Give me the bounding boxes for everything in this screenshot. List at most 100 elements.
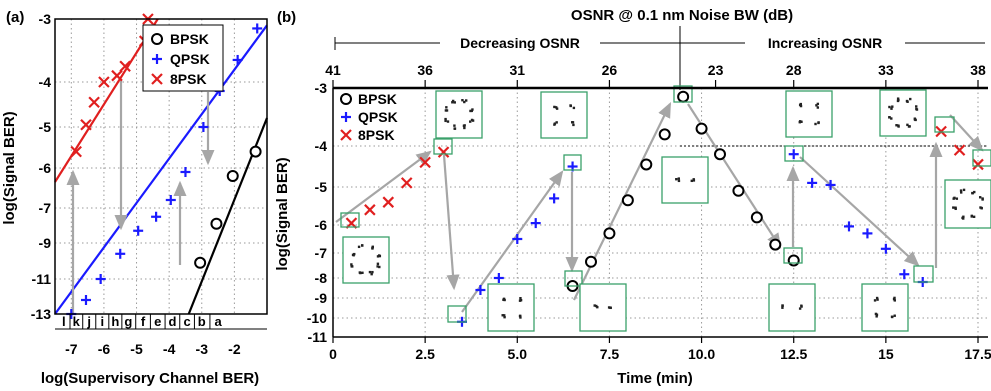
letter-label-i: i [100, 314, 104, 329]
panel-b-label: (b) [277, 9, 296, 26]
b-point-qpsk-9 [825, 179, 836, 190]
b-y-tick--9: -9 [315, 290, 328, 306]
b-x-tick-7: 17.5 [964, 346, 991, 362]
a-x-tick--5: -5 [130, 341, 143, 357]
b-point-bpsk-1 [585, 255, 597, 268]
a-y-tick--5: -5 [39, 119, 52, 135]
b-point-8psk-3 [400, 177, 413, 189]
letter-label-b: b [198, 314, 206, 329]
b-x-tick-3: 7.5 [600, 346, 620, 362]
highlight-box-0 [340, 212, 360, 228]
a-y-tick--3: -3 [39, 11, 52, 27]
b-point-bpsk-10 [750, 211, 763, 224]
b-legend-marker-bpsk [340, 93, 352, 105]
letter-label-a: a [214, 314, 222, 329]
constellation-inset-3 [540, 91, 588, 139]
panel-a-x-axis-label: log(Supervisory Channel BER) [41, 370, 259, 387]
b-top-tick-6: 33 [878, 62, 894, 78]
a-y-tick--9: -9 [39, 235, 52, 251]
b-point-qpsk-12 [880, 243, 891, 254]
a-legend-marker-bpsk [151, 33, 163, 45]
a-point-qpsk-11 [252, 23, 263, 34]
panel-a-plot-frame [54, 18, 268, 315]
a-point-qpsk-5 [151, 211, 162, 222]
b-point-8psk-4 [419, 156, 431, 169]
letter-label-l: l [62, 314, 66, 329]
b-point-8psk-1 [364, 204, 376, 216]
b-point-bpsk-9 [732, 184, 745, 197]
constellation-inset-2 [487, 283, 535, 332]
b-point-qpsk-7 [788, 149, 799, 160]
constellation-inset-5 [661, 156, 709, 204]
b-y-tick--3: -3 [315, 80, 328, 96]
a-point-8psk-0 [70, 145, 82, 158]
a-y-tick--4: -4 [39, 74, 52, 90]
letter-label-k: k [73, 314, 81, 329]
b-y-tick--6: -6 [315, 217, 328, 233]
constellation-inset-7 [785, 90, 833, 138]
b-point-bpsk-6 [677, 90, 690, 103]
b-arrow-3 [461, 170, 564, 313]
highlight-box-9 [934, 116, 955, 133]
b-point-bpsk-5 [658, 128, 671, 141]
b-y-tick--5: -5 [315, 179, 328, 195]
panel-a-y-ticks: -3 -4 -5 -6 -7 -9 -11 -13 [31, 11, 51, 322]
b-point-bpsk-3 [621, 194, 634, 207]
b-point-bpsk-2 [603, 227, 616, 240]
a-x-tick--6: -6 [98, 341, 111, 357]
highlight-box-1 [433, 138, 453, 155]
b-top-tick-0: 41 [325, 62, 341, 78]
highlight-box-4 [564, 270, 583, 287]
a-point-bpsk-3 [249, 145, 262, 158]
b-point-qpsk-4 [530, 218, 541, 229]
highlight-box-2 [447, 305, 467, 323]
constellation-inset-0 [342, 236, 390, 284]
a-x-tick--3: -3 [196, 341, 209, 357]
b-arrow-10 [949, 114, 984, 152]
panel-b-section-decreasing: Decreasing OSNR [460, 35, 580, 51]
a-point-8psk-2 [88, 96, 100, 109]
b-y-tick--8: -8 [315, 270, 328, 286]
b-point-bpsk-8 [714, 148, 726, 161]
b-y-tick--10: -10 [307, 310, 327, 326]
b-point-qpsk-11 [862, 228, 873, 239]
b-point-qpsk-8 [807, 177, 818, 188]
letter-label-e: e [154, 314, 161, 329]
b-y-tick--11: -11 [308, 329, 328, 345]
a-point-8psk-4 [111, 69, 123, 82]
constellation-inset-6 [768, 283, 816, 332]
a-legend-marker-qpsk [152, 54, 162, 64]
b-top-tick-1: 36 [417, 62, 433, 78]
a-point-qpsk-8 [198, 122, 209, 132]
b-legend-label-8psk: 8PSK [358, 127, 395, 143]
a-point-qpsk-7 [180, 167, 191, 177]
b-legend-label-bpsk: BPSK [358, 91, 397, 107]
highlight-box-7 [783, 247, 803, 264]
b-top-tick-4: 23 [708, 62, 724, 78]
b-point-8psk-5 [437, 146, 450, 158]
a-point-qpsk-3 [115, 248, 126, 259]
a-x-tick--2: -2 [228, 341, 241, 357]
panel-a-label: (a) [6, 9, 24, 26]
b-point-8psk-2 [382, 196, 395, 208]
a-legend-label-bpsk: BPSK [170, 31, 209, 47]
b-point-qpsk-13 [899, 269, 910, 280]
b-point-bpsk-11 [769, 238, 782, 251]
b-top-tick-2: 31 [509, 62, 525, 78]
letter-label-f: f [141, 314, 146, 329]
a-point-8psk-3 [98, 76, 110, 88]
b-point-bpsk-7 [695, 122, 708, 135]
panel-a-x-ticks: -7 -6 -5 -4 -3 -2 [65, 341, 241, 357]
a-point-bpsk-0 [194, 256, 207, 269]
highlight-box-3 [563, 154, 582, 171]
panel-b-y-ticks: -3 -4 -5 -6 -7 -8 -9 -10 -11 [307, 80, 327, 345]
b-top-tick-5: 28 [786, 62, 802, 78]
b-x-tick-4: 10.0 [688, 346, 715, 362]
b-point-8psk-7 [953, 144, 966, 156]
a-x-tick--7: -7 [65, 341, 78, 357]
b-y-tick--4: -4 [315, 138, 328, 154]
b-x-tick-2: 5.0 [508, 346, 528, 362]
letter-label-g: g [124, 314, 132, 329]
b-y-tick--7: -7 [315, 245, 328, 261]
